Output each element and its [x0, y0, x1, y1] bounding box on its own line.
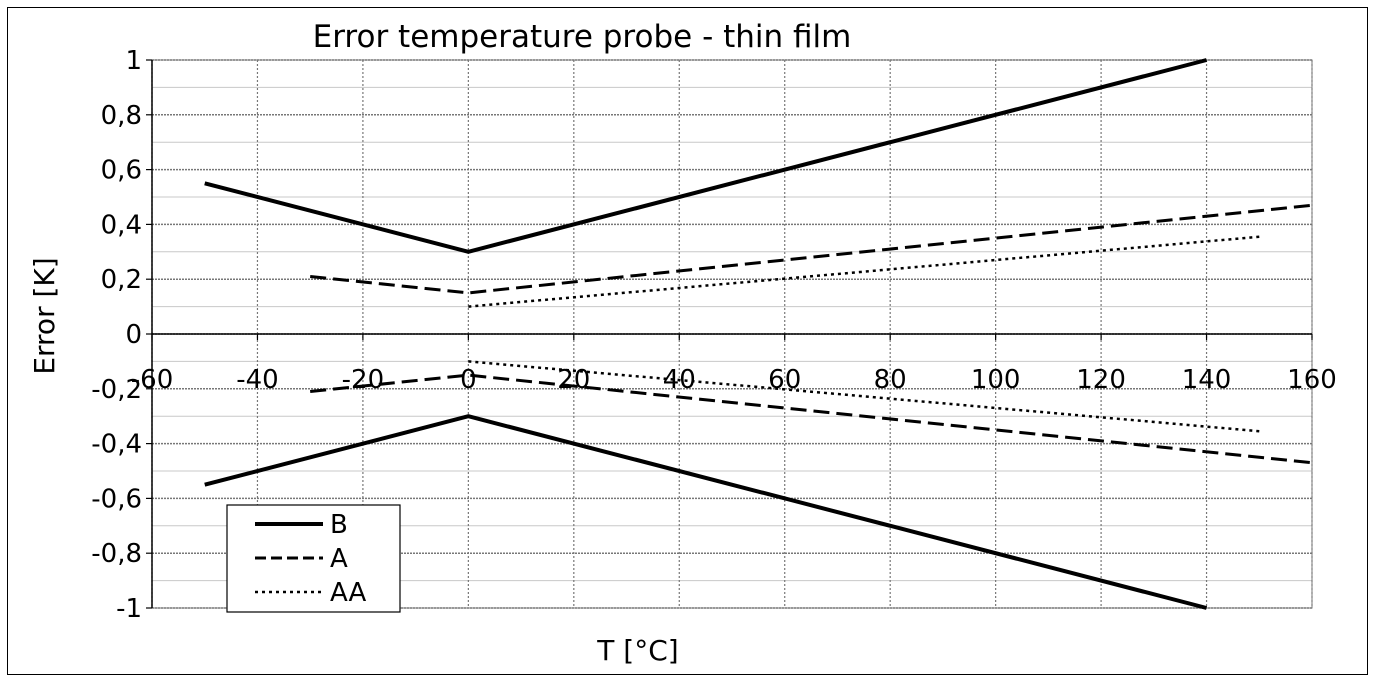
x-tick-label: 60: [768, 365, 801, 395]
chart-title: Error temperature probe - thin film: [313, 19, 852, 55]
y-tick-label: -0,4: [91, 430, 142, 460]
y-tick-label: 1: [125, 46, 142, 76]
y-tick-label: -0,8: [91, 539, 142, 569]
legend-label-aa: AA: [330, 578, 367, 608]
x-tick-label: 0: [460, 365, 477, 395]
y-tick-label: -1: [116, 594, 142, 624]
y-axis-title: Error [K]: [28, 257, 61, 374]
x-tick-label: 120: [1076, 365, 1126, 395]
y-tick-label: 0: [125, 320, 142, 350]
y-tick-label: 0,6: [101, 156, 142, 186]
x-tick-label: 80: [874, 365, 907, 395]
x-tick-label: 40: [663, 365, 696, 395]
x-tick-label: -40: [236, 365, 278, 395]
x-tick-label: 20: [557, 365, 590, 395]
y-tick-label: 0,8: [101, 101, 142, 131]
y-tick-label: 0,2: [101, 265, 142, 295]
legend-label-b: B: [330, 510, 348, 540]
x-tick-label: 100: [971, 365, 1021, 395]
x-tick-label: -20: [342, 365, 384, 395]
y-tick-label: 0,4: [101, 210, 142, 240]
y-tick-label: -0,6: [91, 484, 142, 514]
x-tick-label: -60: [131, 365, 173, 395]
legend-label-a: A: [330, 544, 348, 574]
x-axis-title: T [°C]: [596, 634, 678, 667]
series-line-b: [205, 60, 1207, 252]
x-tick-label: 160: [1287, 365, 1337, 395]
x-tick-label: 140: [1182, 365, 1232, 395]
series-line-aa: [468, 237, 1259, 307]
